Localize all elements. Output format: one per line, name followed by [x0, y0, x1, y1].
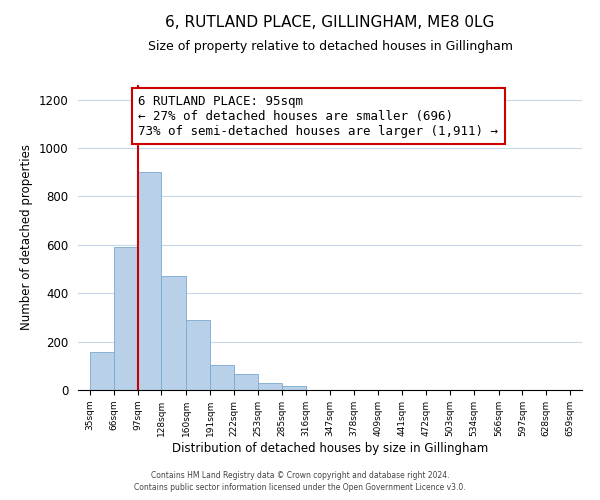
- Bar: [234, 374, 257, 390]
- Text: Contains HM Land Registry data © Crown copyright and database right 2024.: Contains HM Land Registry data © Crown c…: [151, 471, 449, 480]
- Bar: [137, 172, 161, 390]
- Text: Size of property relative to detached houses in Gillingham: Size of property relative to detached ho…: [148, 40, 512, 53]
- Bar: [282, 386, 306, 390]
- Bar: [114, 247, 137, 390]
- Text: Contains public sector information licensed under the Open Government Licence v3: Contains public sector information licen…: [134, 484, 466, 492]
- X-axis label: Distribution of detached houses by size in Gillingham: Distribution of detached houses by size …: [172, 442, 488, 454]
- Text: 6, RUTLAND PLACE, GILLINGHAM, ME8 0LG: 6, RUTLAND PLACE, GILLINGHAM, ME8 0LG: [166, 15, 494, 30]
- Text: 6 RUTLAND PLACE: 95sqm
← 27% of detached houses are smaller (696)
73% of semi-de: 6 RUTLAND PLACE: 95sqm ← 27% of detached…: [139, 94, 499, 138]
- Bar: [257, 383, 282, 390]
- Bar: [186, 320, 210, 390]
- Bar: [210, 364, 234, 390]
- Bar: [90, 352, 114, 390]
- Bar: [161, 276, 186, 390]
- Y-axis label: Number of detached properties: Number of detached properties: [20, 144, 33, 330]
